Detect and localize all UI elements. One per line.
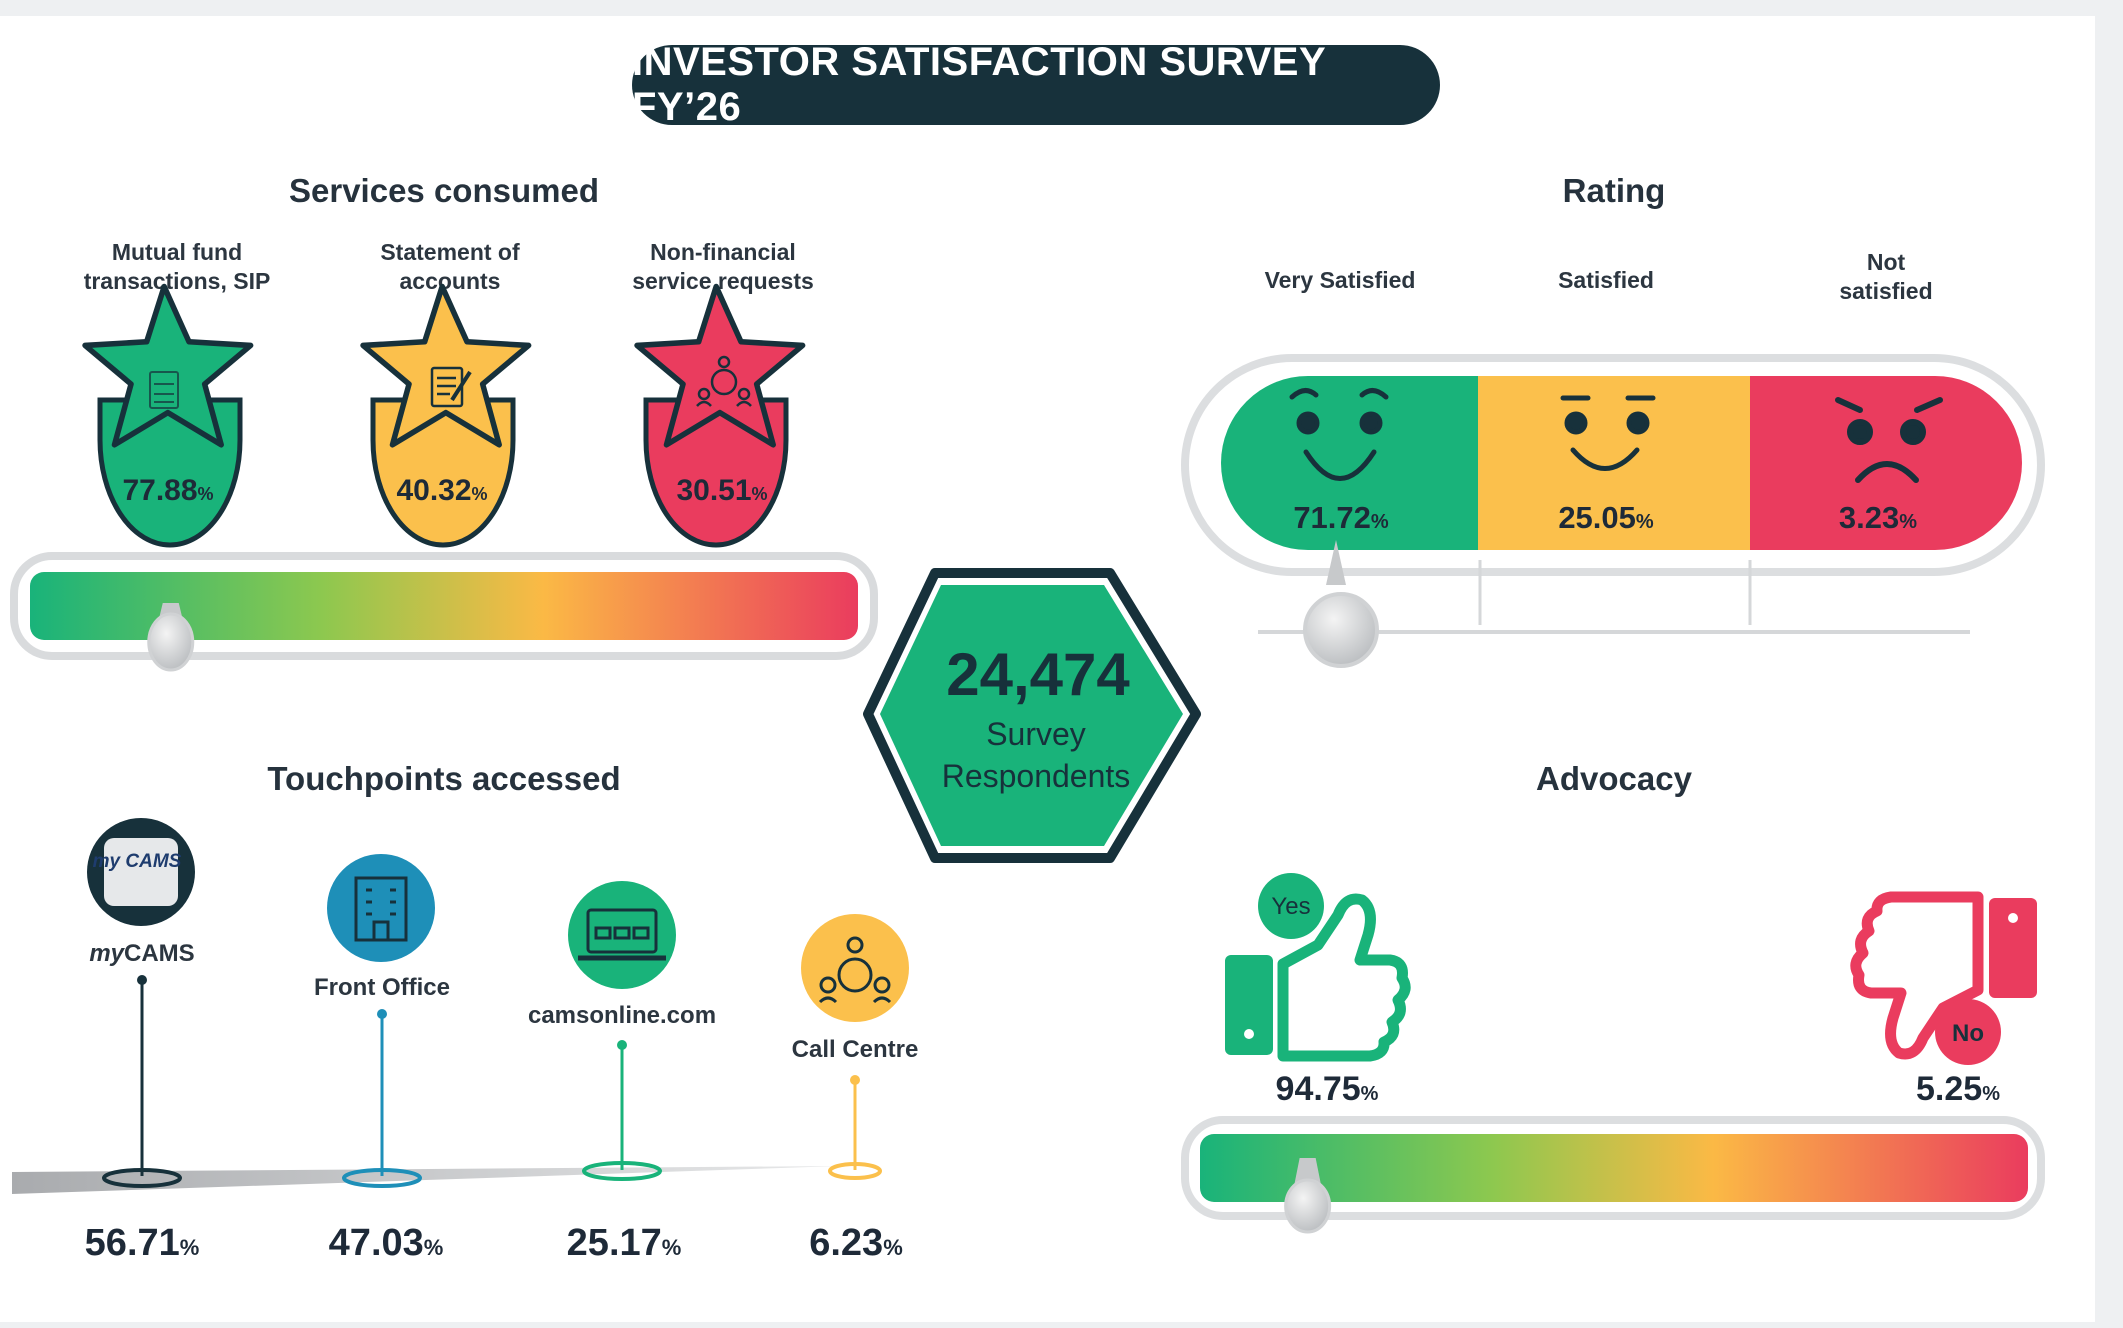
advocacy-no-value: 5.25%	[1916, 1070, 2000, 1109]
happy-face-icon	[1289, 388, 1389, 481]
touchpoints-floor	[12, 1166, 840, 1194]
value-number: 47.03	[328, 1222, 424, 1264]
service-label-line1: Mutual fund	[111, 239, 243, 265]
call-centre-icon	[801, 914, 909, 1022]
document-pen-icon	[430, 366, 472, 408]
service-label-line1: Statement of	[380, 239, 520, 265]
value-number: 5.25	[1916, 1070, 1983, 1108]
touchpoint-value-call-centre: 6.23%	[809, 1222, 903, 1265]
service-value-non-financial: 30.51%	[676, 474, 767, 508]
advocacy-slider-knob	[1284, 1158, 1332, 1234]
advocacy-heading: Advocacy	[1536, 760, 1692, 797]
calculator-icon	[149, 371, 179, 409]
touchpoints-heading: Touchpoints accessed	[267, 760, 621, 797]
service-label-statement: Statement of accounts	[330, 238, 570, 296]
touchpoint-label-camsonline: camsonline.com	[527, 1002, 717, 1029]
rating-heading: Rating	[1562, 172, 1666, 209]
value-number: 25.05	[1558, 500, 1636, 535]
rating-value-not-satisfied: 3.23%	[1839, 500, 1917, 536]
touchpoint-label-call-centre: Call Centre	[791, 1036, 919, 1063]
service-label-line2: accounts	[399, 268, 501, 294]
people-network-icon	[696, 355, 752, 407]
value-unit: %	[661, 1235, 682, 1260]
advocacy-yes-label: Yes	[1271, 893, 1311, 920]
respondents-label-line1: Survey	[986, 716, 1086, 752]
advocacy-no-label: No	[1952, 1020, 1984, 1047]
value-unit: %	[471, 484, 488, 504]
mycams-logo-icon	[87, 818, 195, 926]
service-label-mutual-fund: Mutual fund transactions, SIP	[57, 238, 297, 296]
value-number: 71.72	[1293, 500, 1371, 535]
angry-face-icon	[1835, 397, 1943, 483]
label-text: CAMS	[124, 940, 195, 967]
value-unit: %	[179, 1235, 200, 1260]
respondents-count: 24,474	[946, 641, 1130, 708]
rating-value-satisfied: 25.05%	[1558, 500, 1653, 536]
value-unit: %	[883, 1235, 903, 1260]
value-number: 30.51	[676, 474, 752, 507]
value-unit: %	[1982, 1083, 2000, 1105]
rating-pointer	[1303, 540, 1379, 668]
office-building-icon	[327, 854, 435, 962]
service-label-non-financial: Non-financial service requests	[603, 238, 843, 296]
service-value-statement: 40.32%	[396, 474, 487, 508]
value-number: 94.75	[1275, 1070, 1361, 1108]
touchpoint-label-mycams: myCAMS	[89, 940, 194, 968]
touchpoint-value-mycams: 56.71%	[85, 1222, 200, 1265]
smile-face-icon	[1560, 395, 1656, 471]
service-badge-statement	[360, 283, 532, 548]
value-number: 40.32	[396, 474, 472, 507]
touchpoint-value-camsonline: 25.17%	[567, 1222, 682, 1265]
value-number: 56.71	[84, 1222, 180, 1264]
label-prefix: my	[89, 940, 125, 967]
value-unit: %	[423, 1235, 444, 1260]
value-number: 3.23	[1838, 500, 1900, 535]
rating-label-line2: satisfied	[1839, 278, 1933, 304]
services-slider-knob	[147, 603, 195, 672]
respondents-label-line2: Respondents	[941, 758, 1131, 794]
value-unit: %	[197, 484, 214, 504]
rating-value-very-satisfied: 71.72%	[1293, 500, 1388, 536]
mycams-logo-text: my CAMS	[92, 851, 182, 872]
rating-label-line1: Not	[1866, 249, 1906, 275]
value-number: 77.88	[122, 474, 198, 507]
advocacy-yes-value: 94.75%	[1276, 1070, 1379, 1109]
service-badge-mutual-fund	[82, 283, 254, 548]
page-title: INVESTOR SATISFACTION SURVEY FY’26	[632, 40, 1440, 129]
touchpoint-value-front-office: 47.03%	[329, 1222, 444, 1265]
value-number: 25.17	[566, 1222, 662, 1264]
rating-label-not-satisfied: Not satisfied	[1839, 248, 1932, 306]
value-unit: %	[1360, 1083, 1379, 1105]
value-unit: %	[1899, 511, 1918, 533]
thumbs-up-icon	[1225, 873, 1411, 1062]
thumbs-down-icon	[1850, 891, 2037, 1065]
value-unit: %	[1635, 511, 1654, 533]
service-label-line2: service requests	[632, 268, 814, 294]
advocacy-slider	[1181, 1116, 2045, 1234]
services-heading: Services consumed	[289, 172, 599, 209]
touchpoint-label-front-office: Front Office	[314, 974, 450, 1001]
value-unit: %	[751, 484, 768, 504]
respondents-hexagon	[863, 568, 1201, 863]
laptop-icon	[568, 881, 676, 989]
services-slider	[10, 552, 878, 672]
value-number: 6.23	[809, 1222, 884, 1264]
rating-scale	[1181, 354, 2045, 668]
touchpoint-pins	[102, 975, 882, 1188]
rating-label-satisfied: Satisfied	[1558, 267, 1654, 293]
rating-label-very-satisfied: Very Satisfied	[1264, 267, 1416, 293]
service-label-line2: transactions, SIP	[83, 268, 271, 294]
service-badge-non-financial	[634, 283, 806, 548]
service-value-mutual-fund: 77.88%	[122, 474, 213, 508]
value-unit: %	[1370, 511, 1389, 533]
service-label-line1: Non-financial	[650, 239, 796, 265]
